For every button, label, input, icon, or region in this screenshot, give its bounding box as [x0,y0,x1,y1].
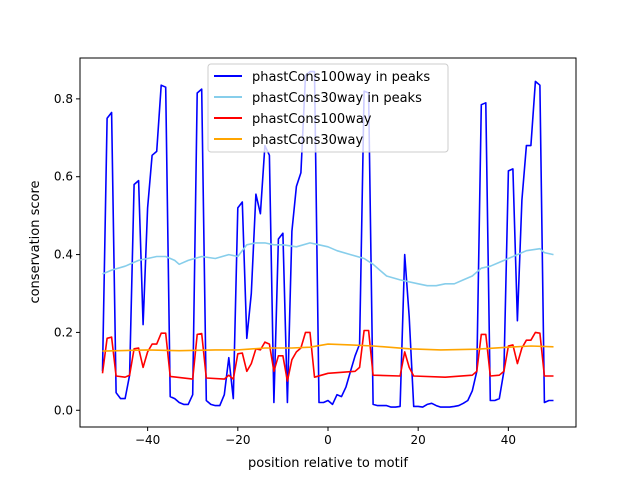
x-tick-label: 0 [324,433,332,447]
y-axis-label: conservation score [28,180,43,303]
legend-label: phastCons30way [252,133,364,148]
y-tick-label: 0.0 [54,403,73,417]
series-line-1 [102,242,554,287]
y-tick-label: 0.2 [54,325,73,339]
legend: phastCons100way in peaks phastCons30way i… [207,63,449,153]
x-tick-label: −40 [135,433,160,447]
legend-label: phastCons30way in peaks [252,91,422,106]
x-axis-ticks: −40 −20 0 20 40 [135,427,516,447]
y-tick-label: 0.6 [54,170,73,184]
legend-box [207,63,449,153]
y-tick-label: 0.4 [54,248,73,262]
series-line-0 [101,70,554,408]
series-line-3 [102,343,554,352]
x-axis-label: position relative to motif [248,456,408,471]
legend-label: phastCons100way in peaks [252,70,430,85]
x-tick-label: 20 [411,433,426,447]
y-axis-ticks: 0.0 0.2 0.4 0.6 0.8 [54,92,80,417]
series-line-2 [101,329,554,382]
legend-label: phastCons100way [252,112,372,127]
x-tick-label: 40 [501,433,516,447]
series-lines [101,70,554,408]
y-tick-label: 0.8 [54,92,73,106]
x-tick-label: −20 [225,433,250,447]
